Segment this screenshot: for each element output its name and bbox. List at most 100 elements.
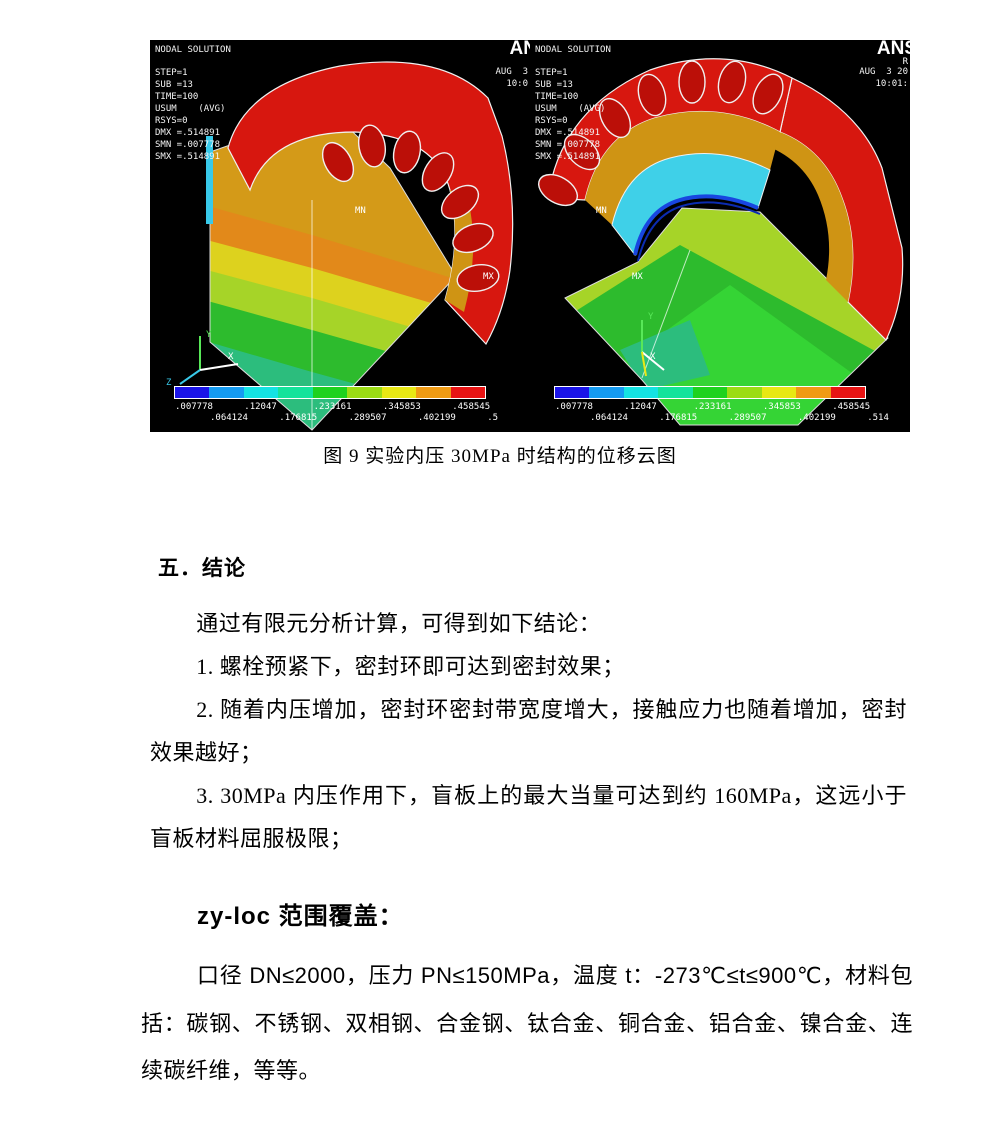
colorbar-label: .12047 bbox=[624, 402, 657, 412]
seal-ring-sliver bbox=[206, 136, 213, 224]
contour-colorbar bbox=[554, 386, 866, 399]
colorbar-label: .233161 bbox=[313, 402, 352, 412]
max-node-label: MX bbox=[483, 272, 494, 282]
ansys-logo-subtext: R bbox=[902, 57, 908, 67]
colorbar-segment bbox=[555, 387, 590, 398]
axis-label-z: Z bbox=[166, 378, 172, 388]
colorbar-segment bbox=[243, 387, 279, 398]
timestamp-line: AUG 3 bbox=[495, 67, 528, 77]
bolt-holes bbox=[321, 124, 500, 293]
colorbar-label: .289507 bbox=[348, 413, 387, 423]
colorbar-segment bbox=[761, 387, 797, 398]
colorbar-label: .345853 bbox=[382, 402, 421, 412]
colorbar-segment bbox=[727, 387, 762, 398]
colorbar-label: .402199 bbox=[417, 413, 456, 423]
colorbar-segment bbox=[381, 387, 417, 398]
colorbar-label: .007778 bbox=[555, 402, 593, 412]
colorbar-label: .402199 bbox=[797, 413, 836, 423]
colorbar-labels-top: .007778 .12047 .233161 .345853 .458545 bbox=[175, 402, 530, 412]
colorbar-label: .345853 bbox=[762, 402, 801, 412]
ansys-header-line: SMN =.007778 bbox=[155, 140, 221, 150]
figure-caption: 图 9 实验内压 30MPa 时结构的位移云图 bbox=[323, 446, 677, 467]
colorbar-segment bbox=[589, 387, 624, 398]
ansys-header-line: TIME=100 bbox=[155, 92, 199, 102]
ansys-header-text: NODAL SOLUTION STEP=1 SUB =13 TIME=100 USUM … bbox=[155, 44, 231, 163]
bolt-holes bbox=[537, 60, 784, 207]
ansys-header-text: NODAL SOLUTION STEP=1 SUB =13 TIME=100 USUM … bbox=[535, 44, 611, 163]
ansys-header-line: SUB =13 bbox=[535, 80, 573, 90]
gold-arc-band bbox=[585, 111, 780, 225]
axis-triad bbox=[641, 320, 665, 377]
timestamp-line: 10:0 bbox=[506, 79, 528, 89]
colorbar-segment bbox=[692, 387, 728, 398]
ansys-plot-left: NODAL SOLUTION STEP=1 SUB =13 TIME=100 USUM … bbox=[150, 40, 530, 432]
colorbar-label: .233161 bbox=[693, 402, 732, 412]
ansys-logo: ANS bbox=[876, 40, 910, 59]
ansys-header-line: RSYS=0 bbox=[155, 116, 188, 126]
colorbar-segment bbox=[278, 387, 313, 398]
ansys-header-line: TIME=100 bbox=[535, 92, 579, 102]
conclusion-paragraph: 2. 随着内压增加，密封环密封带宽度增大，接触应力也随着增加，密封效果越好； bbox=[150, 697, 907, 765]
colorbar-segment bbox=[450, 387, 485, 398]
colorbar-label: .176815 bbox=[659, 413, 698, 423]
colorbar-segment bbox=[175, 387, 210, 398]
zyloc-heading: zy-loc 范围覆盖： bbox=[197, 903, 404, 930]
min-node-label: MN bbox=[596, 206, 607, 216]
colorbar-label: .5 bbox=[487, 413, 499, 423]
ansys-header-line: USUM (AVG) bbox=[535, 104, 606, 114]
axis-triad bbox=[179, 336, 239, 385]
ansys-timestamp: AUG 3 10:0 bbox=[495, 66, 528, 90]
colorbar-segment bbox=[312, 387, 348, 398]
timestamp-line: 10:01: bbox=[875, 79, 908, 89]
min-node-label: MN bbox=[355, 206, 366, 216]
ansys-header-line: DMX =.514891 bbox=[155, 128, 221, 138]
ansys-header-line: DMX =.514891 bbox=[535, 128, 601, 138]
colorbar-label: .458545 bbox=[452, 402, 491, 412]
seal-ring-navy-line bbox=[637, 201, 761, 262]
axis-label-y: Y bbox=[648, 312, 654, 322]
seal-ring-blue-line bbox=[633, 194, 759, 256]
contour-legend: .007778 .12047 .233161 .345853 .458545 .0641… bbox=[174, 386, 498, 430]
colorbar-label: .514 bbox=[867, 413, 889, 423]
colorbar-labels-top: .007778 .12047 .233161 .345853 .458545 bbox=[555, 402, 910, 412]
colorbar-label: .064124 bbox=[590, 413, 628, 423]
timestamp-line: AUG 3 20 bbox=[859, 67, 908, 77]
colorbar-segment bbox=[658, 387, 693, 398]
colorbar-label: .12047 bbox=[244, 402, 277, 412]
colorbar-labels-bottom: .064124 .176815 .289507 .402199 .5 bbox=[210, 413, 530, 423]
ansys-header-line: SMX =.514891 bbox=[535, 152, 601, 162]
conclusion-paragraph: 3. 30MPa 内压作用下，盲板上的最大当量可达到约 160MPa，这远小于盲… bbox=[150, 783, 907, 851]
inner-ring-band bbox=[762, 132, 853, 302]
axis-label-x: X bbox=[228, 352, 234, 362]
conclusion-paragraph: 通过有限元分析计算，可得到如下结论： bbox=[196, 611, 602, 636]
ansys-header-line: SMX =.514891 bbox=[155, 152, 221, 162]
colorbar-label: .007778 bbox=[175, 402, 213, 412]
colorbar-label: .458545 bbox=[832, 402, 871, 412]
displacement-contour-left bbox=[179, 61, 514, 431]
ansys-header-line: SUB =13 bbox=[155, 80, 193, 90]
ansys-timestamp: AUG 3 20 10:01: bbox=[859, 66, 908, 90]
colorbar-segment bbox=[416, 387, 451, 398]
contour-colorbar bbox=[174, 386, 486, 399]
contour-legend: .007778 .12047 .233161 .345853 .458545 .0641… bbox=[554, 386, 889, 430]
axis-label-x: X bbox=[650, 352, 656, 362]
colorbar-segment bbox=[623, 387, 659, 398]
ansys-header-line: NODAL SOLUTION bbox=[155, 45, 231, 55]
axis-label-y: Y bbox=[206, 330, 212, 340]
ansys-logo: AN bbox=[509, 40, 530, 59]
conclusion-paragraphs: 通过有限元分析计算，可得到如下结论： 1. 螺栓预紧下，密封环即可达到密封效果； 2… bbox=[150, 602, 907, 860]
colorbar-segment bbox=[347, 387, 382, 398]
colorbar-label: .064124 bbox=[210, 413, 248, 423]
conclusion-paragraph: 1. 螺栓预紧下，密封环即可达到密封效果； bbox=[196, 654, 625, 679]
colorbar-segment bbox=[796, 387, 831, 398]
max-node-label: MX bbox=[632, 272, 643, 282]
ansys-header-line: SMN =.007778 bbox=[535, 140, 601, 150]
ansys-header-line: STEP=1 bbox=[535, 68, 568, 78]
colorbar-segment bbox=[209, 387, 244, 398]
ansys-header-line: STEP=1 bbox=[155, 68, 188, 78]
ansys-plot-right: NODAL SOLUTION STEP=1 SUB =13 TIME=100 USUM … bbox=[530, 40, 910, 432]
ansys-header-line: NODAL SOLUTION bbox=[535, 45, 611, 55]
zyloc-paragraph: 口径 DN≤2000，压力 PN≤150MPa，温度 t：-273℃≤t≤900… bbox=[141, 963, 913, 1083]
ansys-header-line: USUM (AVG) bbox=[155, 104, 226, 114]
